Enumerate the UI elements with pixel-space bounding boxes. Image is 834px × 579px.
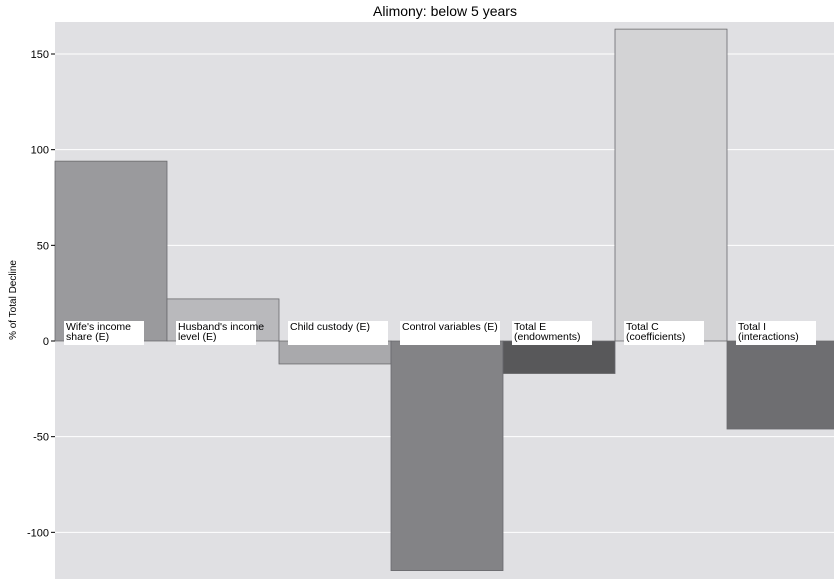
category-label: Total I (interactions) <box>738 321 799 343</box>
y-axis-ticks: -100 -50 0 50 100 150 <box>27 49 55 539</box>
bar <box>54 160 168 342</box>
y-tick-label: 0 <box>43 336 49 348</box>
category-label: Total E (endowments) <box>514 321 581 343</box>
bars <box>54 28 834 572</box>
category-label-background <box>624 321 704 345</box>
category-label: Control variables (E) <box>402 321 498 333</box>
category-label-background <box>288 321 388 345</box>
bar <box>502 340 616 374</box>
y-tick-label: -100 <box>27 527 49 539</box>
category-label-background <box>64 321 144 345</box>
category-label-background <box>736 321 816 345</box>
category-label: Child custody (E) <box>290 321 370 333</box>
category-label-background <box>400 321 500 345</box>
y-tick-label: 100 <box>31 145 49 157</box>
y-tick-label: -50 <box>33 432 49 444</box>
category-labels: Wife's income share (E) Husband's income le… <box>64 321 816 345</box>
bar <box>726 340 834 430</box>
bar <box>390 340 504 572</box>
category-label: Total C (coefficients) <box>626 321 685 343</box>
y-axis-label: % of Total Decline <box>8 260 19 340</box>
bar <box>614 28 728 342</box>
category-label-background <box>176 321 256 345</box>
category-label-background <box>512 321 592 345</box>
chart-title: Alimony: below 5 years <box>373 3 517 19</box>
y-tick-label: 150 <box>31 49 49 61</box>
category-label: Husband's income level (E) <box>178 321 264 343</box>
category-label: Wife's income share (E) <box>66 321 131 343</box>
y-tick-label: 50 <box>37 240 49 252</box>
